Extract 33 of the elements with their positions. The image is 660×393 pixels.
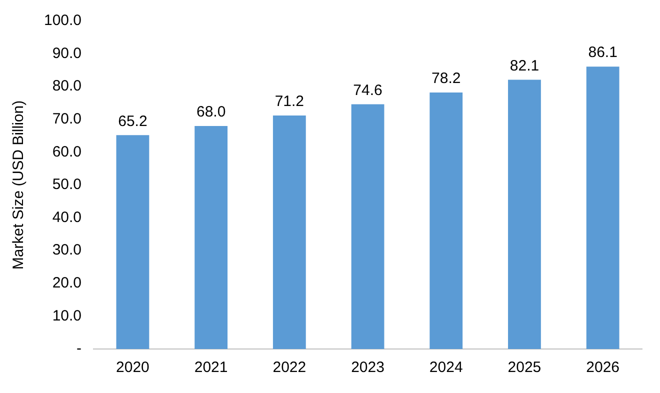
y-axis-title: Market Size (USD Billion): [10, 100, 28, 270]
y-tick-label: 40.0: [52, 208, 82, 226]
data-label: 68.0: [196, 104, 226, 121]
data-label: 78.2: [432, 70, 461, 88]
data-label: 74.6: [353, 82, 382, 99]
bar: [351, 104, 384, 349]
y-tick-label: 20.0: [52, 274, 82, 292]
data-label: 71.2: [274, 93, 304, 110]
x-tick-label: 2020: [116, 359, 150, 376]
x-tick-label: 2022: [272, 359, 306, 376]
bar: [194, 126, 228, 349]
bar: [116, 135, 150, 349]
y-tick-label: -: [76, 340, 82, 358]
x-tick-label: 2026: [586, 359, 620, 376]
y-tick-label: 10.0: [52, 307, 82, 324]
x-tick-label: 2024: [429, 359, 463, 376]
bar: [586, 66, 620, 349]
bar: [430, 92, 463, 349]
y-tick-label: 80.0: [52, 78, 82, 95]
y-tick-label: 70.0: [52, 110, 82, 128]
y-tick-label: 50.0: [52, 176, 82, 194]
x-tick-label: 2021: [194, 359, 228, 376]
data-label: 65.2: [118, 112, 148, 130]
y-tick-label: 100.0: [44, 12, 82, 30]
y-tick-label: 90.0: [52, 44, 82, 62]
bar: [272, 115, 306, 349]
y-tick-label: 30.0: [52, 242, 82, 259]
bar: [508, 80, 541, 349]
data-label: 86.1: [588, 44, 618, 62]
x-tick-label: 2025: [508, 359, 542, 376]
data-label: 82.1: [510, 57, 540, 74]
x-tick-label: 2023: [351, 359, 384, 376]
y-tick-label: 60.0: [52, 143, 82, 160]
